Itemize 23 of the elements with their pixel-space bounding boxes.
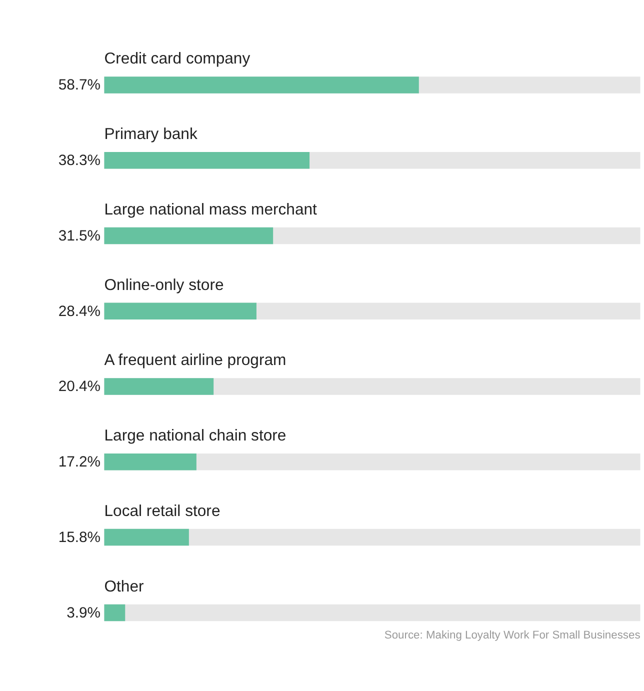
- bar: [104, 378, 214, 395]
- data-label: 17.2%: [58, 454, 101, 471]
- data-label: 31.5%: [58, 228, 101, 244]
- y-tick-label: Primary bank: [104, 126, 198, 143]
- data-label: 38.3%: [58, 153, 101, 170]
- bar: [104, 302, 256, 320]
- bar: [104, 528, 189, 546]
- y-tick-label: Online-only store: [104, 276, 224, 294]
- y-tick-label: Other: [104, 578, 144, 596]
- source-note: Source: Making Loyalty Work For Small Businesses: [384, 629, 641, 642]
- data-label: 15.8%: [58, 530, 101, 546]
- y-tick-label: Large national chain store: [104, 428, 286, 445]
- data-label: 58.7%: [58, 78, 101, 94]
- y-tick-label: Local retail store: [104, 502, 220, 520]
- y-tick-label: Credit card company: [104, 50, 250, 68]
- bar: [104, 227, 274, 244]
- bar: [104, 604, 126, 622]
- data-label: 28.4%: [58, 304, 101, 320]
- bar: [104, 454, 196, 470]
- y-tick-label: A frequent airline program: [104, 352, 286, 370]
- data-label: 3.9%: [66, 605, 101, 622]
- y-tick-label: Large national mass merchant: [104, 201, 318, 218]
- data-label: 20.4%: [58, 379, 101, 396]
